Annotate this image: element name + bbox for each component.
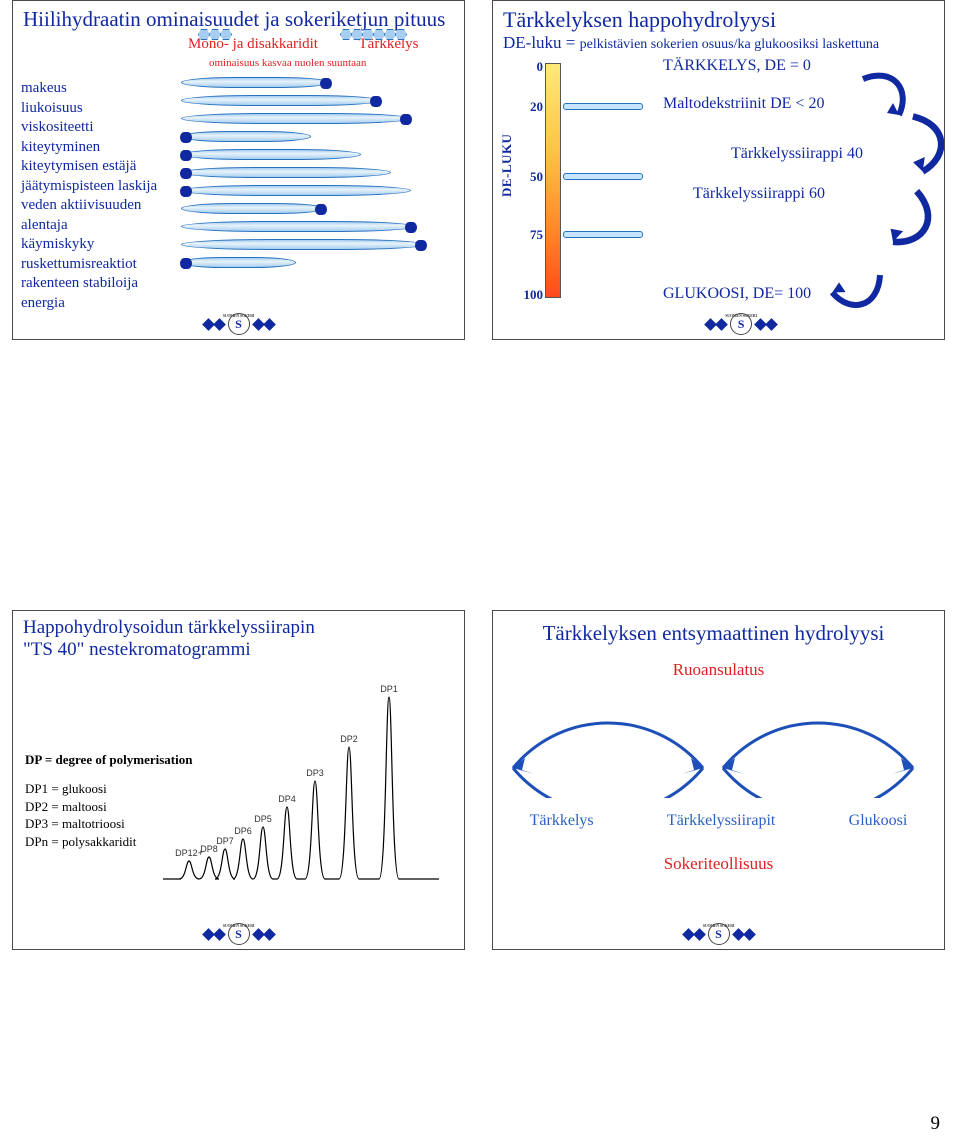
svg-text:DP6: DP6 — [234, 826, 252, 836]
property-item: kiteytymisen estäjä — [21, 157, 181, 177]
brand-logo: S — [706, 313, 776, 335]
property-item: rakenteen stabiloija — [21, 274, 181, 294]
diamond-icon — [213, 318, 226, 331]
dp-definition-item: DP3 = maltotrioosi — [25, 815, 192, 833]
svg-text:DP5: DP5 — [254, 814, 272, 824]
slide4-title: Tärkkelyksen entsymaattinen hydrolyysi — [493, 611, 944, 646]
diamond-icon — [213, 928, 226, 941]
logo-circle-icon: S — [730, 313, 752, 335]
de-tick-bar — [563, 173, 643, 180]
dp-definition-item: DPn = polysakkaridit — [25, 833, 192, 851]
logo-circle-icon: S — [708, 923, 730, 945]
slide-de-scale: Tärkkelyksen happohydrolyysi DE-luku = p… — [492, 0, 945, 340]
hex-chain-long — [341, 29, 407, 40]
slide1-title: Hiilihydraatin ominaisuudet ja sokeriket… — [13, 1, 464, 32]
property-lens — [181, 77, 331, 88]
title-line-2: "TS 40" nestekromatogrammi — [23, 639, 251, 660]
property-item: kiteytyminen — [21, 138, 181, 158]
de-tick-bar — [563, 103, 643, 110]
property-item: energia — [21, 294, 181, 314]
logo-circle-icon: S — [228, 313, 250, 335]
flow-stage-label: Tärkkelyssiirapit — [667, 812, 775, 830]
de-definition: pelkistävien sokerien osuus/ka glukoosik… — [580, 37, 879, 52]
de-gradient-bar — [545, 63, 561, 298]
chromatogram-chart: DP12+DP8DP7DP6DP5DP4DP3DP2DP1 — [161, 681, 441, 896]
property-lens — [181, 185, 411, 196]
de-tick-label: 75 — [519, 227, 543, 243]
dp-definition-item: DP2 = maltoosi — [25, 798, 192, 816]
dp-definition-item: DP1 = glukoosi — [25, 780, 192, 798]
de-stage-label: Tärkkelyssiirappi 40 — [731, 145, 863, 163]
de-stage-label: TÄRKKELYS, DE = 0 — [663, 57, 811, 75]
slide2-title: Tärkkelyksen happohydrolyysi — [493, 1, 944, 33]
property-lens — [181, 239, 426, 250]
brand-logo: S — [684, 923, 754, 945]
de-tick-label: 100 — [519, 287, 543, 303]
property-lens — [181, 203, 326, 214]
de-axis-label: DE-LUKU — [499, 134, 515, 197]
diamond-icon — [765, 318, 778, 331]
property-item: makeus — [21, 79, 181, 99]
de-tick-label: 0 — [519, 59, 543, 75]
slide4-subtitle: Ruoansulatus — [493, 646, 944, 680]
svg-text:DP1: DP1 — [380, 684, 398, 694]
svg-text:DP8: DP8 — [200, 844, 218, 854]
slide3-title: Happohydrolysoidun tärkkelyssiirapin "TS… — [13, 611, 464, 661]
diamond-icon — [263, 928, 276, 941]
de-prefix: DE-luku = — [503, 33, 580, 52]
diamond-icon — [715, 318, 728, 331]
chromatogram-body: DP12+DP8DP7DP6DP5DP4DP3DP2DP1 DP = degre… — [13, 661, 464, 950]
property-lens-diagram: ominaisuus kasvaa nuolen suuntaan — [181, 53, 456, 293]
slide4-footer: Sokeriteollisuus — [493, 830, 944, 874]
property-item: ruskettumisreaktiot — [21, 255, 181, 275]
slide2-subtitle: DE-luku = pelkistävien sokerien osuus/ka… — [493, 33, 944, 57]
curved-arrow-icon — [858, 176, 945, 262]
enzymatic-flow-arrows — [493, 698, 944, 808]
property-lens — [181, 95, 381, 106]
property-lens — [181, 167, 391, 178]
de-stage-label: GLUKOOSI, DE= 100 — [663, 285, 811, 303]
slide-enzymatic: Tärkkelyksen entsymaattinen hydrolyysi R… — [492, 610, 945, 950]
svg-text:DP2: DP2 — [340, 734, 358, 744]
svg-text:DP4: DP4 — [278, 794, 296, 804]
property-item: viskositeetti — [21, 118, 181, 138]
de-scale-diagram: DE-LUKU 0 20 50 75 100 TÄRKKELYS, DE = 0 Malto… — [493, 57, 944, 327]
de-stage-label: Tärkkelyssiirappi 60 — [693, 185, 825, 203]
property-list: makeusliukoisuusviskositeettikiteytymine… — [21, 53, 181, 313]
slide-carb-properties: Hiilihydraatin ominaisuudet ja sokeriket… — [12, 0, 465, 340]
diamond-icon — [263, 318, 276, 331]
property-item: veden aktiivisuuden alentaja — [21, 196, 181, 235]
brand-logo: S — [204, 923, 274, 945]
de-tick-bar — [563, 231, 643, 238]
arrow-direction-label: ominaisuus kasvaa nuolen suuntaan — [209, 57, 366, 69]
de-tick-label: 20 — [519, 99, 543, 115]
property-item: liukoisuus — [21, 99, 181, 119]
property-lens — [181, 257, 296, 268]
diamond-icon — [743, 928, 756, 941]
slide-chromatogram: Happohydrolysoidun tärkkelyssiirapin "TS… — [12, 610, 465, 950]
property-lens — [181, 113, 411, 124]
property-lens — [181, 149, 361, 160]
diamond-icon — [693, 928, 706, 941]
svg-text:DP7: DP7 — [216, 836, 234, 846]
svg-text:DP3: DP3 — [306, 768, 324, 778]
de-tick-label: 50 — [519, 169, 543, 185]
de-stage-label: Maltodekstriinit DE < 20 — [663, 95, 824, 113]
dp-header: DP = degree of polymerisation — [25, 751, 192, 769]
brand-logo: S — [204, 313, 274, 335]
hex-chain-short — [199, 29, 232, 40]
property-item: käymiskyky — [21, 235, 181, 255]
dp-definitions: DP = degree of polymerisation DP1 = gluk… — [25, 751, 192, 851]
enzymatic-flow-labels: Tärkkelys Tärkkelyssiirapit Glukoosi — [493, 808, 944, 830]
flow-stage-label: Glukoosi — [849, 812, 908, 830]
property-lens — [181, 221, 416, 232]
logo-circle-icon: S — [228, 923, 250, 945]
page-number: 9 — [931, 1113, 941, 1135]
property-item: jäätymispisteen laskija — [21, 177, 181, 197]
flow-stage-label: Tärkkelys — [530, 812, 594, 830]
title-line-1: Happohydrolysoidun tärkkelyssiirapin — [23, 617, 315, 638]
property-lens — [181, 131, 311, 142]
